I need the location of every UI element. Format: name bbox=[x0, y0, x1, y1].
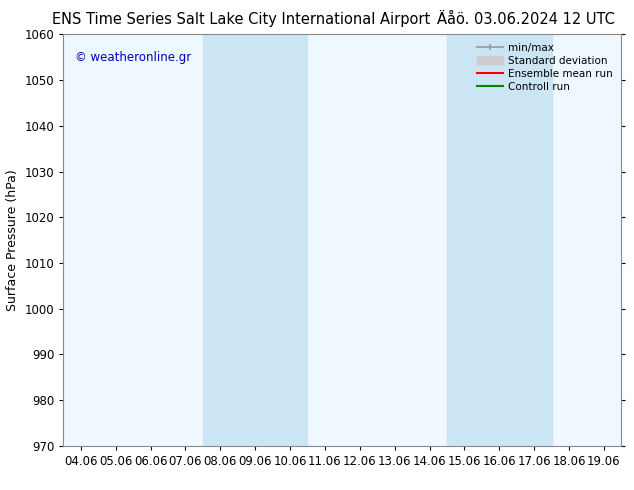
Text: Äåö. 03.06.2024 12 UTC: Äåö. 03.06.2024 12 UTC bbox=[437, 12, 615, 27]
Legend: min/max, Standard deviation, Ensemble mean run, Controll run: min/max, Standard deviation, Ensemble me… bbox=[474, 40, 616, 95]
Text: ENS Time Series Salt Lake City International Airport: ENS Time Series Salt Lake City Internati… bbox=[52, 12, 430, 27]
Bar bbox=[447, 34, 552, 446]
Y-axis label: Surface Pressure (hPa): Surface Pressure (hPa) bbox=[6, 169, 19, 311]
Text: © weatheronline.gr: © weatheronline.gr bbox=[75, 51, 191, 64]
Bar bbox=[203, 34, 307, 446]
